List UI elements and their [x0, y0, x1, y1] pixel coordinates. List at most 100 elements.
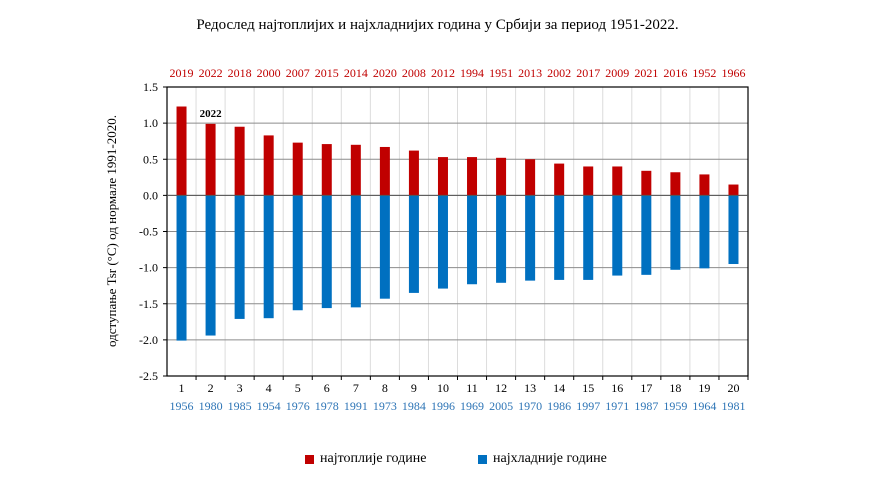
- x-tick-label: 9: [411, 381, 417, 395]
- y-tick-label: -2.0: [139, 333, 158, 347]
- x-tick-label: 18: [669, 381, 681, 395]
- x-tick-label: 19: [698, 381, 710, 395]
- cold-year-label: 1973: [373, 399, 397, 413]
- bar-cold: [408, 195, 419, 293]
- bar-warm: [321, 144, 332, 196]
- warm-year-label: 2019: [170, 66, 194, 80]
- bar-warm: [496, 157, 507, 196]
- x-tick-label: 10: [437, 381, 449, 395]
- y-tick-label: -0.5: [139, 225, 158, 239]
- x-tick-label: 7: [353, 381, 359, 395]
- cold-year-label: 1970: [518, 399, 542, 413]
- cold-year-label: 1964: [692, 399, 716, 413]
- legend-label-warm: најтоплије године: [320, 451, 427, 466]
- warm-year-label: 2009: [605, 66, 629, 80]
- y-tick-label: 0.5: [143, 152, 158, 166]
- x-tick-label: 16: [611, 381, 623, 395]
- bar-cold: [292, 195, 303, 311]
- bar-warm: [408, 150, 419, 196]
- bar-cold: [612, 195, 623, 276]
- bar-cold: [321, 195, 332, 309]
- warm-year-label: 1952: [692, 66, 716, 80]
- cold-year-label: 1956: [170, 399, 194, 413]
- bar-warm: [525, 159, 536, 196]
- cold-year-label: 1959: [663, 399, 687, 413]
- bar-warm: [205, 123, 216, 196]
- cold-year-label: 1978: [315, 399, 339, 413]
- bar-cold: [641, 195, 652, 275]
- cold-year-label: 1985: [228, 399, 252, 413]
- x-tick-label: 8: [382, 381, 388, 395]
- x-tick-label: 2: [208, 381, 214, 395]
- bar-warm: [583, 166, 594, 196]
- y-tick-label: 1.0: [143, 116, 158, 130]
- bar-warm: [437, 157, 448, 196]
- x-tick-label: 13: [524, 381, 536, 395]
- x-tick-label: 5: [295, 381, 301, 395]
- warm-year-label: 2022: [199, 66, 223, 80]
- x-tick-label: 11: [466, 381, 478, 395]
- x-tick-label: 4: [266, 381, 272, 395]
- cold-year-label: 1997: [576, 399, 600, 413]
- cold-year-label: 1969: [460, 399, 484, 413]
- bar-warm: [176, 106, 187, 196]
- bar-cold: [437, 195, 448, 289]
- warm-year-label: 2016: [663, 66, 687, 80]
- bar-cold: [379, 195, 390, 299]
- cold-year-label: 1971: [605, 399, 629, 413]
- bar-warm: [728, 184, 739, 196]
- cold-year-label: 1991: [344, 399, 368, 413]
- warm-year-label: 2007: [286, 66, 310, 80]
- bar-warm: [699, 174, 710, 196]
- bar-cold: [205, 195, 216, 336]
- bar-warm: [641, 170, 652, 196]
- legend-label-cold: најхладније године: [493, 451, 607, 466]
- warm-year-label: 2012: [431, 66, 455, 80]
- warm-year-label: 2015: [315, 66, 339, 80]
- x-tick-label: 20: [727, 381, 739, 395]
- warm-year-label: 1994: [460, 66, 484, 80]
- bar-warm: [263, 135, 274, 196]
- bar-cold: [234, 195, 245, 319]
- cold-year-label: 1980: [199, 399, 223, 413]
- x-tick-label: 6: [324, 381, 330, 395]
- x-tick-label: 15: [582, 381, 594, 395]
- bar-warm: [612, 166, 623, 196]
- warm-year-label: 2014: [344, 66, 368, 80]
- cold-year-label: 1976: [286, 399, 310, 413]
- bar-cold: [350, 195, 361, 308]
- cold-year-label: 1996: [431, 399, 455, 413]
- warm-year-label: 2002: [547, 66, 571, 80]
- bar-cold: [496, 195, 507, 283]
- chart-title: Редослед најтоплијих и најхладнијих годи…: [196, 17, 679, 33]
- warm-year-label: 2013: [518, 66, 542, 80]
- cold-year-label: 1986: [547, 399, 571, 413]
- bar-warm: [350, 144, 361, 196]
- cold-year-label: 2005: [489, 399, 513, 413]
- legend-swatch-warm: [305, 454, 314, 464]
- bar-warm: [234, 126, 245, 196]
- bar-cold: [525, 195, 536, 281]
- x-tick-label: 14: [553, 381, 565, 395]
- y-tick-label: -2.5: [139, 369, 158, 383]
- bar-cold: [699, 195, 710, 269]
- x-tick-label: 3: [237, 381, 243, 395]
- warm-year-label: 2021: [634, 66, 658, 80]
- y-tick-label: 0.0: [143, 188, 158, 202]
- legend-warm: најтоплије године: [305, 451, 426, 467]
- bar-warm: [467, 157, 478, 196]
- bar-cold: [583, 195, 594, 280]
- legend-swatch-cold: [478, 454, 487, 464]
- warm-year-label: 2017: [576, 66, 600, 80]
- bar-cold: [263, 195, 274, 319]
- x-tick-label: 12: [495, 381, 507, 395]
- cold-year-label: 1981: [721, 399, 745, 413]
- warm-year-label: 2000: [257, 66, 281, 80]
- annotation-label: 2022: [200, 108, 223, 120]
- bar-warm: [670, 172, 681, 196]
- cold-year-label: 1984: [402, 399, 426, 413]
- bar-warm: [292, 142, 303, 196]
- y-tick-label: -1.5: [139, 297, 158, 311]
- x-tick-label: 1: [179, 381, 185, 395]
